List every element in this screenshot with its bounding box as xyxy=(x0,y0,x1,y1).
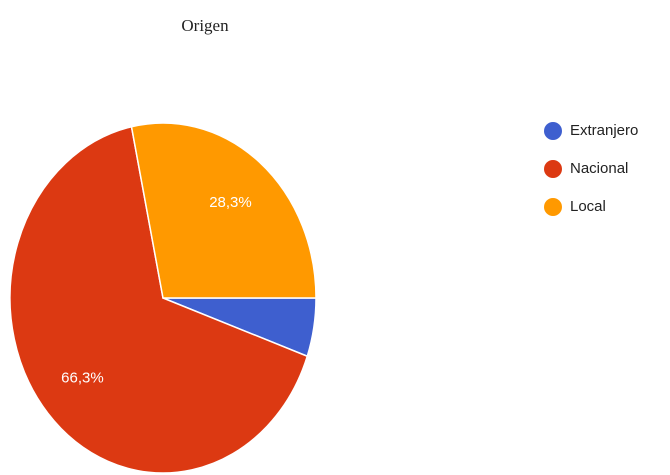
pie-slice xyxy=(9,125,309,474)
legend-label: Extranjero xyxy=(570,122,638,139)
legend-swatch xyxy=(544,198,562,216)
legend-swatch xyxy=(544,160,562,178)
legend-label: Local xyxy=(570,198,606,215)
legend-label: Nacional xyxy=(570,160,628,177)
pie-slice xyxy=(130,122,317,299)
slice-label: 28,3% xyxy=(209,194,252,211)
chart-title: Origen xyxy=(181,16,229,35)
legend-swatch xyxy=(544,122,562,140)
slice-label: 66,3% xyxy=(61,370,104,387)
